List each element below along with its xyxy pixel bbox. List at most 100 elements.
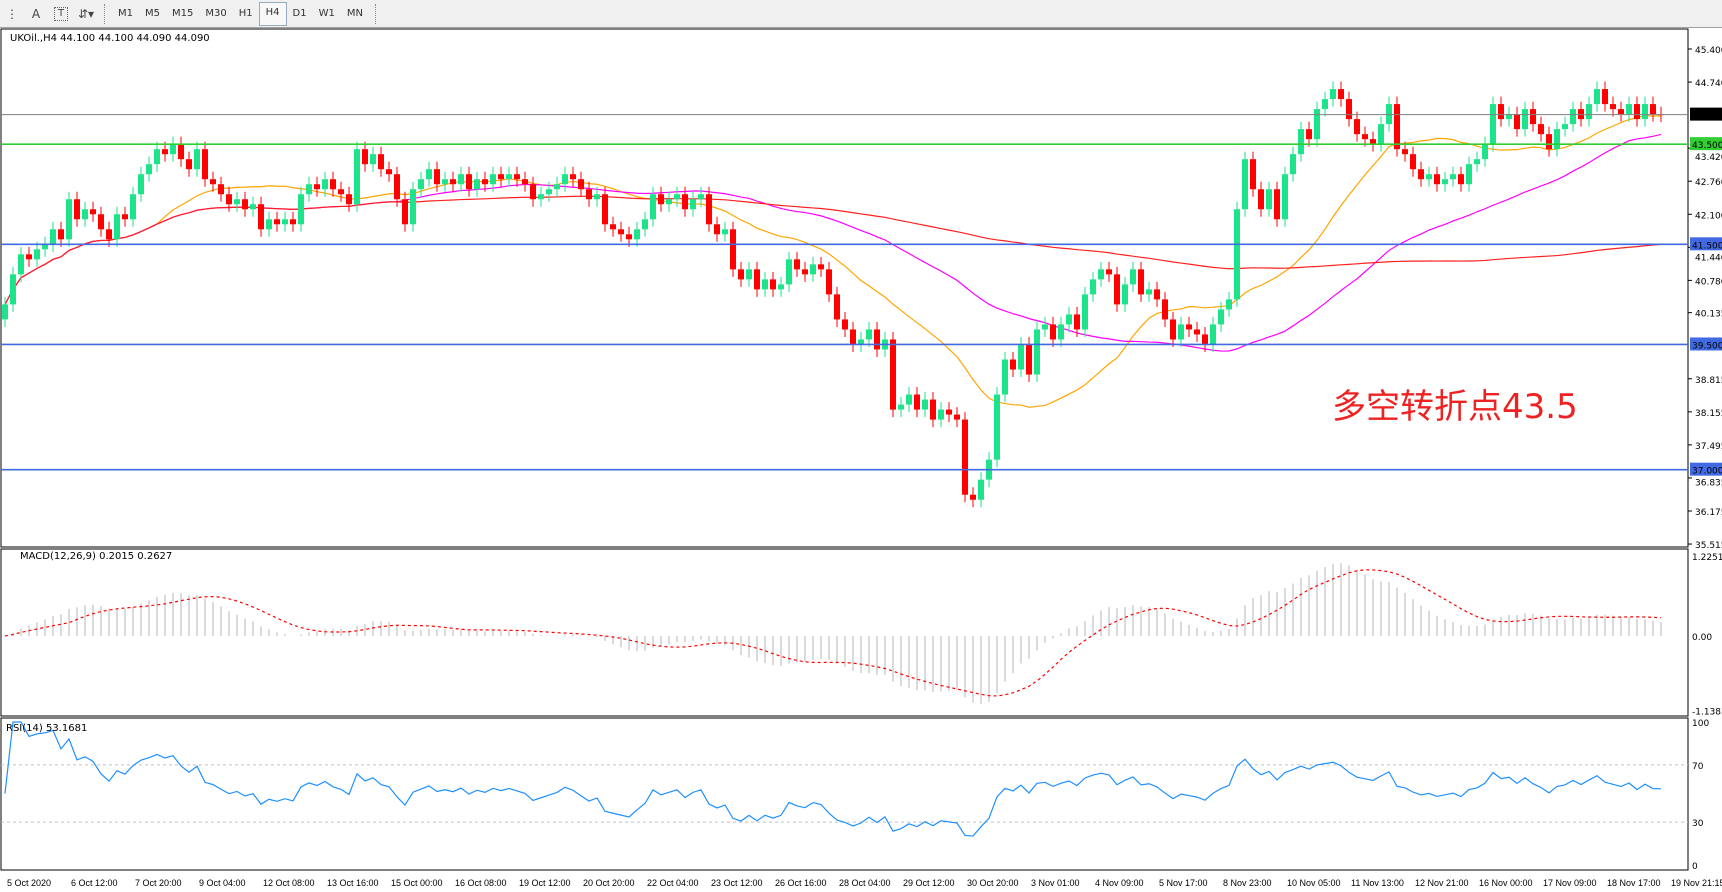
toolbar-separator	[104, 3, 106, 24]
candle	[994, 387, 1000, 468]
candle-body	[1218, 309, 1224, 325]
candle-body	[946, 409, 952, 415]
candle	[522, 171, 528, 192]
candle	[434, 161, 440, 192]
candle	[1074, 306, 1080, 337]
candle-body	[802, 269, 808, 275]
timeframe-m1[interactable]: M1	[118, 7, 133, 19]
horizontal-lines[interactable]	[1, 114, 1688, 471]
candle	[418, 171, 424, 197]
candle-body	[1586, 104, 1592, 120]
candle-body	[258, 204, 264, 230]
text-label-icon[interactable]: T	[54, 6, 68, 21]
candle	[1642, 96, 1648, 127]
time-tick-label: 19 Oct 12:00	[519, 878, 571, 888]
candle-body	[26, 254, 32, 260]
candle	[1546, 126, 1552, 157]
candle	[1474, 151, 1480, 172]
candle-body	[378, 154, 384, 170]
candle-body	[690, 199, 696, 210]
price-line-tag	[1690, 107, 1722, 121]
candle-body	[954, 414, 960, 420]
annotation-text: 多空转折点43.5	[1332, 387, 1578, 427]
time-tick-label: 28 Oct 04:00	[839, 878, 891, 888]
candle	[1050, 316, 1056, 347]
timeframe-h4[interactable]: H4	[258, 1, 287, 26]
timeframe-d1[interactable]: D1	[292, 7, 307, 19]
timeframe-mn[interactable]: MN	[346, 7, 363, 19]
candle-body	[1194, 329, 1200, 335]
candle	[1386, 96, 1392, 132]
candle	[578, 171, 584, 197]
price-line-tag-label: 44.090	[1692, 112, 1722, 122]
candle	[690, 191, 696, 217]
candle	[370, 146, 376, 172]
candle	[362, 141, 368, 172]
candle-body	[186, 159, 192, 170]
candle	[146, 156, 152, 182]
candle-body	[938, 409, 944, 420]
candle	[1370, 131, 1376, 152]
candle	[698, 186, 704, 207]
macd-tick-label: 1.2251	[1692, 553, 1722, 563]
candle-body	[586, 189, 592, 200]
candle-body	[562, 174, 568, 185]
candle	[458, 166, 464, 192]
timeframe-m15[interactable]: M15	[172, 7, 194, 19]
text-a-icon[interactable]: A	[31, 6, 41, 21]
time-tick-label: 30 Oct 20:00	[967, 878, 1019, 888]
candle	[306, 176, 312, 202]
candle-body	[1394, 104, 1400, 150]
candle	[1298, 121, 1304, 162]
candle-body	[1458, 174, 1464, 185]
candle	[298, 186, 304, 232]
price-tick-label: 42.760	[1695, 178, 1722, 188]
candle	[186, 151, 192, 177]
line-studies-icon[interactable]: ⋮	[6, 6, 18, 21]
candle-body	[1530, 109, 1536, 125]
timeframe-w1[interactable]: W1	[318, 7, 335, 19]
candle	[162, 141, 168, 162]
candle	[122, 206, 128, 227]
candle-body	[162, 149, 168, 155]
candle-body	[426, 169, 432, 180]
timeframe-m5[interactable]: M5	[145, 7, 160, 19]
toolbar-separator	[374, 3, 377, 24]
moving-averages	[4, 115, 1662, 408]
arrows-icon[interactable]: ⇵▾	[77, 6, 95, 21]
time-tick-label: 10 Nov 05:00	[1287, 878, 1341, 888]
candle	[98, 206, 104, 237]
candle	[282, 211, 288, 232]
time-tick-label: 4 Nov 09:00	[1095, 878, 1144, 888]
time-tick-label: 17 Nov 09:00	[1543, 878, 1597, 888]
candle-body	[122, 214, 128, 220]
candle-body	[266, 219, 272, 230]
candle	[1586, 96, 1592, 127]
candle	[74, 191, 80, 227]
candle-body	[618, 229, 624, 235]
rsi-tick-label: 30	[1692, 819, 1704, 829]
timeframe-m30[interactable]: M30	[205, 7, 227, 19]
candle	[818, 256, 824, 277]
candle	[658, 186, 664, 212]
candle	[1498, 96, 1504, 127]
candle	[906, 387, 912, 413]
timeframe-h1[interactable]: H1	[238, 7, 253, 19]
candle-body	[1322, 99, 1328, 110]
candle	[1538, 116, 1544, 142]
candle	[1098, 261, 1104, 287]
candle-body	[234, 199, 240, 205]
candle	[482, 171, 488, 192]
candle	[1218, 301, 1224, 332]
candle-body	[834, 294, 840, 320]
candle	[1018, 336, 1024, 378]
candle-body	[450, 179, 456, 185]
candle	[546, 181, 552, 202]
candle-body	[114, 214, 120, 240]
candle-body	[1514, 114, 1520, 130]
candle-body	[170, 144, 176, 155]
candle-body	[322, 179, 328, 190]
candle-body	[1106, 269, 1112, 275]
rsi-panel	[1, 721, 1688, 837]
